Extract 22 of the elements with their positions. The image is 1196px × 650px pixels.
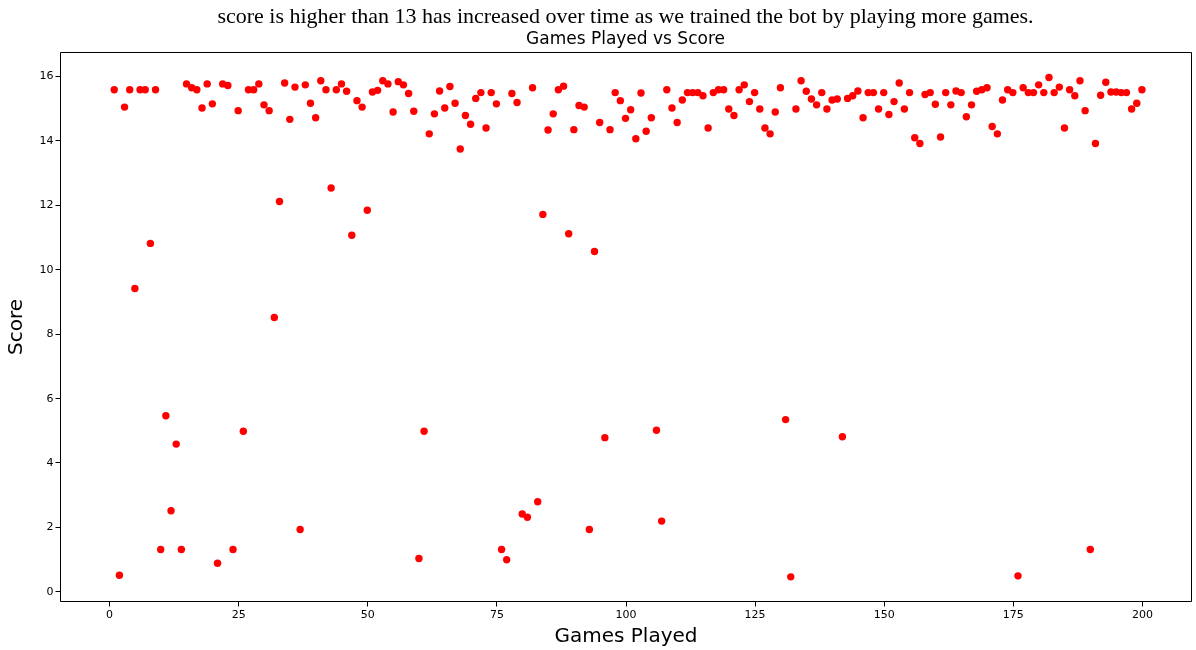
x-tick-label: 25 (231, 607, 246, 621)
x-tick-label: 200 (1131, 607, 1153, 621)
y-tick-label: 0 (46, 584, 54, 598)
y-tick-label: 8 (46, 327, 54, 341)
chart-title: Games Played vs Score (526, 28, 725, 48)
x-tick-label: 0 (106, 607, 114, 621)
y-tick-label: 6 (46, 391, 54, 405)
y-tick-label: 10 (39, 262, 54, 276)
y-tick-label: 16 (39, 69, 54, 83)
x-tick-label: 175 (1002, 607, 1024, 621)
x-tick-label: 100 (615, 607, 637, 621)
y-axis-title: Score (2, 298, 27, 356)
x-tick-label: 150 (873, 607, 895, 621)
x-tick-label: 75 (489, 607, 504, 621)
y-tick-label: 14 (39, 133, 54, 147)
y-tick-label: 2 (46, 520, 54, 534)
x-tick-label: 125 (744, 607, 766, 621)
text: score is higher than 13 has increased over time as we trained the bot by playing more games. (217, 3, 1034, 28)
y-tick-label: 12 (39, 198, 54, 212)
x-tick-label: 50 (360, 607, 375, 621)
x-axis-title: Games Played (554, 622, 698, 647)
y-tick-label: 4 (46, 455, 54, 469)
